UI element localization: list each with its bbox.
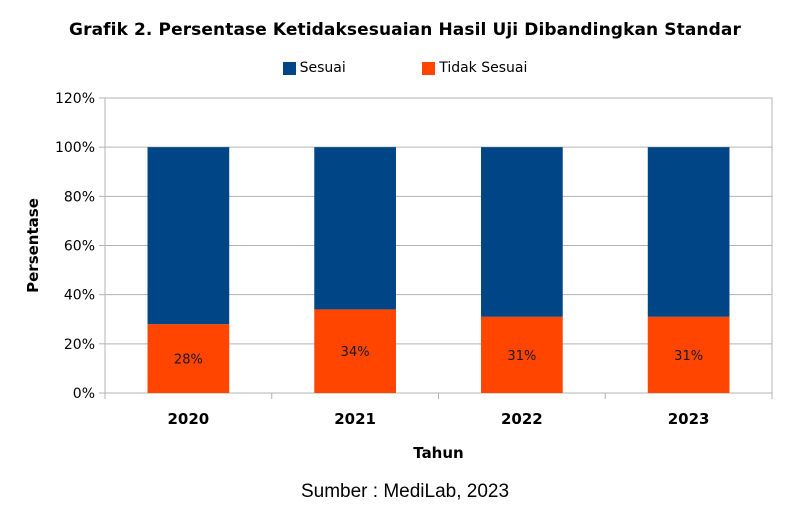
x-tick-label: 2020	[168, 410, 210, 428]
y-tick-label: 120%	[55, 91, 95, 107]
legend-item-sesuai: Sesuai	[282, 60, 346, 76]
x-tick-label: 2021	[334, 410, 376, 428]
bar-tidak-sesuai	[314, 309, 396, 393]
bar-sesuai	[147, 147, 230, 325]
x-axis-title: Tahun	[413, 444, 463, 462]
source-caption: Sumber : MediLab, 2023	[300, 481, 510, 502]
y-tick-label: 20%	[64, 337, 95, 353]
bar-tidak-sesuai	[147, 324, 230, 393]
y-tick-label: 0%	[73, 386, 95, 402]
bar-tidak-sesuai	[647, 316, 730, 393]
data-label: 31%	[507, 349, 536, 364]
bar-tidak-sesuai	[481, 316, 563, 393]
legend-swatch-tidak-sesuai	[422, 61, 436, 75]
x-tick-label: 2023	[668, 410, 710, 428]
y-tick-label: 40%	[64, 288, 95, 304]
bar-sesuai	[314, 147, 396, 310]
legend-label-sesuai: Sesuai	[299, 60, 346, 76]
data-label: 34%	[341, 345, 370, 360]
chart-legend: Sesuai Tidak Sesuai	[0, 60, 810, 79]
legend-swatch-sesuai	[282, 61, 296, 75]
y-axis-title: Persentase	[24, 198, 42, 293]
legend-label-tidak-sesuai: Tidak Sesuai	[439, 60, 528, 76]
y-tick-label: 100%	[55, 140, 95, 156]
data-label: 31%	[674, 349, 703, 364]
bar-sesuai	[481, 147, 563, 317]
y-tick-label: 60%	[64, 239, 95, 255]
y-tick-label: 80%	[64, 189, 95, 205]
bar-sesuai	[647, 147, 730, 317]
chart-title: Grafik 2. Persentase Ketidaksesuaian Has…	[69, 20, 741, 40]
stacked-bar-chart: 0% 20% 40% 60% 80% 100% 120% 28% 2020 34% 2021 31% 2…	[24, 91, 773, 462]
data-label: 28%	[174, 353, 203, 368]
legend-item-tidak-sesuai: Tidak Sesuai	[422, 60, 527, 76]
x-tick-label: 2022	[501, 410, 543, 428]
